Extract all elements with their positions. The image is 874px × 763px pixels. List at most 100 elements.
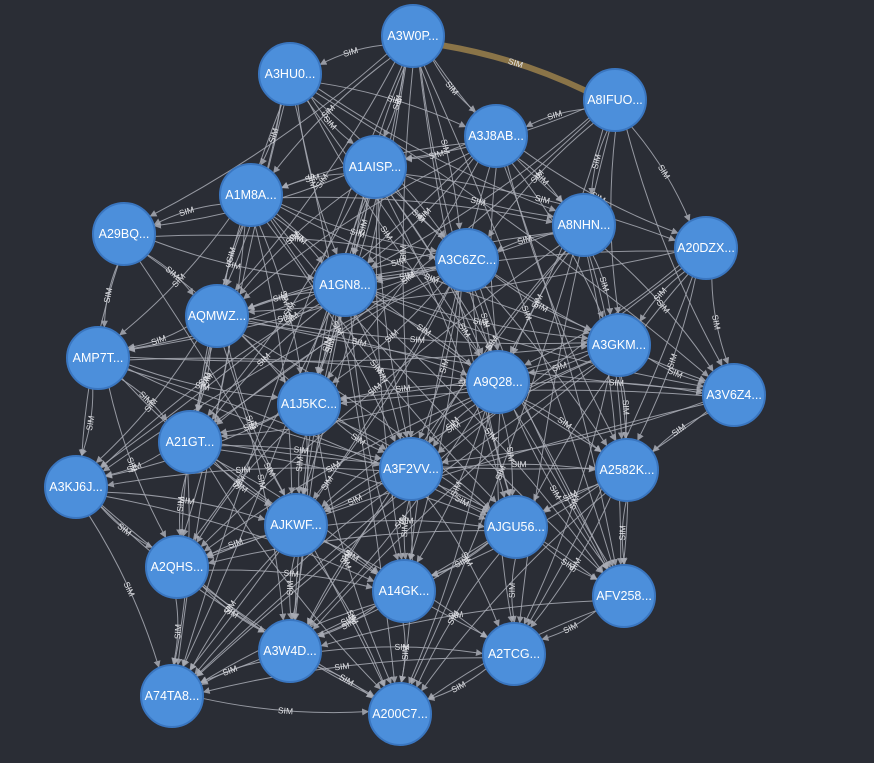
edge-n4-n25 <box>407 166 491 561</box>
node-circle[interactable] <box>482 622 546 686</box>
edge-label: SIM <box>101 287 114 304</box>
edge-n13-n15 <box>128 357 468 383</box>
edge-n12-n27 <box>223 346 287 621</box>
edge-n10-n15 <box>474 289 494 352</box>
node-circle[interactable] <box>158 410 222 474</box>
edge-n19-n21 <box>106 467 381 488</box>
edge-n8-n14 <box>592 254 614 316</box>
edge-n1-n2 <box>319 44 384 66</box>
graph-node[interactable]: A74TA8... <box>140 664 204 728</box>
node-circle[interactable] <box>583 68 647 132</box>
node-circle[interactable] <box>313 253 377 317</box>
graph-node[interactable]: A3GKM... <box>587 313 651 377</box>
edge-label: SIM <box>244 414 259 432</box>
node-circle[interactable] <box>264 493 328 557</box>
edge-n23-n25 <box>430 542 490 577</box>
edge-n20-n30 <box>420 492 607 692</box>
edge-n6-n7 <box>153 203 222 226</box>
graph-node[interactable]: A3V6Z4... <box>702 363 766 427</box>
edge-label: SIM <box>548 483 564 501</box>
edge-n20-n28 <box>529 496 612 628</box>
edge-n16-n19 <box>441 401 704 465</box>
graph-node[interactable]: A2582K... <box>595 438 659 502</box>
node-circle[interactable] <box>258 42 322 106</box>
node-circle[interactable] <box>372 559 436 623</box>
edge-n2-n4 <box>319 82 467 128</box>
edge-n1-n19 <box>402 66 414 439</box>
node-circle[interactable] <box>258 619 322 683</box>
edge-n11-n25 <box>350 315 400 561</box>
graph-node[interactable]: A3C6ZC... <box>435 228 499 292</box>
node-circle[interactable] <box>368 682 432 746</box>
graph-node[interactable]: A1J5KC... <box>277 372 341 436</box>
node-circle[interactable] <box>277 372 341 436</box>
edge-n17-n24 <box>196 427 290 544</box>
graph-node[interactable]: A29BQ... <box>92 202 156 266</box>
graph-node[interactable]: AMP7T... <box>66 326 130 390</box>
node-circle[interactable] <box>674 216 738 280</box>
graph-node[interactable]: A2TCG... <box>482 622 546 686</box>
node-circle[interactable] <box>466 350 530 414</box>
graph-node[interactable]: A20DZX... <box>674 216 738 280</box>
edge-n3-n4 <box>525 108 586 128</box>
node-circle[interactable] <box>44 455 108 519</box>
node-circle[interactable] <box>592 564 656 628</box>
graph-node[interactable]: AFV258... <box>592 564 656 628</box>
graph-node[interactable]: A9Q28... <box>466 350 530 414</box>
node-circle[interactable] <box>552 193 616 257</box>
edge-n9-n16 <box>711 278 730 365</box>
edge-n15-n18 <box>220 387 468 440</box>
graph-node[interactable]: AQMWZ... <box>185 284 249 348</box>
edge-label: SIM <box>447 609 464 621</box>
node-circle[interactable] <box>484 495 548 559</box>
edge-n28-n29 <box>202 657 484 694</box>
graph-node[interactable]: A8IFUO... <box>583 68 647 132</box>
node-circle[interactable] <box>379 437 443 501</box>
edge-n4-n5 <box>405 143 467 163</box>
node-circle[interactable] <box>464 104 528 168</box>
graph-node[interactable]: A3W4D... <box>258 619 322 683</box>
graph-node[interactable]: A1M8A... <box>219 163 283 227</box>
edge-n15-n19 <box>432 403 477 448</box>
graph-node[interactable]: A2QHS... <box>145 535 209 599</box>
graph-node[interactable]: A14GK... <box>372 559 436 623</box>
graph-node[interactable]: AJGU56... <box>484 495 548 559</box>
edge-n2-n8 <box>317 87 557 212</box>
edge-label: SIM <box>278 705 294 716</box>
node-circle[interactable] <box>381 4 445 68</box>
node-circle[interactable] <box>66 326 130 390</box>
graph-node[interactable]: A1AISP... <box>343 135 407 199</box>
node-circle[interactable] <box>140 664 204 728</box>
node-circle[interactable] <box>92 202 156 266</box>
graph-node[interactable]: A3F2VV... <box>379 437 443 501</box>
edge-label: SIM <box>178 204 195 218</box>
edge-n13-n14 <box>128 343 589 362</box>
graph-node[interactable]: A3J8AB... <box>464 104 528 168</box>
edge-n17-n18 <box>219 412 280 436</box>
edge-n23-n24 <box>207 530 486 566</box>
graph-node[interactable]: A3W0P... <box>381 4 445 68</box>
node-circle[interactable] <box>343 135 407 199</box>
edge-n21-n24 <box>99 505 153 549</box>
graph-node[interactable]: A8NHN... <box>552 193 616 257</box>
node-circle[interactable] <box>145 535 209 599</box>
node-circle[interactable] <box>219 163 283 227</box>
edge-label: SIM <box>340 553 354 570</box>
graph-node[interactable]: A3HU0... <box>258 42 322 106</box>
graph-node[interactable]: A21GT... <box>158 410 222 474</box>
node-circle[interactable] <box>435 228 499 292</box>
graph-node[interactable]: A1GN8... <box>313 253 377 317</box>
graph-node[interactable]: AJKWF... <box>264 493 328 557</box>
node-circle[interactable] <box>702 363 766 427</box>
edge-label: SIM <box>428 148 445 161</box>
edge-n4-n11 <box>366 157 475 264</box>
graph-node[interactable]: A200C7... <box>368 682 432 746</box>
node-circle[interactable] <box>587 313 651 377</box>
node-circle[interactable] <box>185 284 249 348</box>
node-circle[interactable] <box>595 438 659 502</box>
graph-node[interactable]: A3KJ6J... <box>44 455 108 519</box>
edge-label: SIM <box>670 421 688 438</box>
edge-n3-n9 <box>630 126 691 222</box>
edge-n5-n12 <box>239 187 353 296</box>
